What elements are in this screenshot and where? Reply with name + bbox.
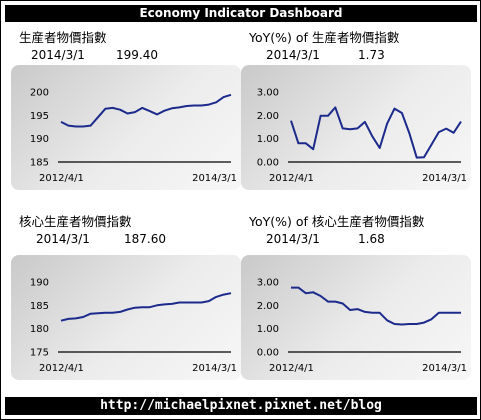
panel-core-ppi-yoy: YoY(%) of 核心生産者物價指數 2014/3/1 1.68 [249,211,479,381]
series-line [291,286,461,326]
panel-value: 1.68 [358,232,385,246]
chart-ppi-yoy-svg: 0.00 1.00 2.00 3.00 2012/4/1 2014/3/1 [257,88,467,185]
y-tick-label: 195 [30,111,49,122]
panel-title: YoY(%) of 生産者物價指數 [249,30,400,45]
y-tick-label: 1.00 [257,324,279,335]
panel-title: YoY(%) of 核心生産者物價指數 [249,214,425,229]
chart-core-ppi-yoy-svg: 0.00 1.00 2.00 3.00 2012/4/1 2014/3/1 [257,278,467,375]
dashboard-title: Economy Indicator Dashboard [5,5,477,22]
chart-ppi: 185 190 195 200 2012/4/1 2014/3/1 [11,65,241,190]
panel-date: 2014/3/1 [266,48,320,62]
panel-title: 核心生産者物價指數 [19,214,132,229]
panel-core-ppi: 核心生産者物價指數 2014/3/1 187.60 [19,211,249,381]
y-tick-label: 1.00 [257,134,279,145]
x-tick-label-start: 2012/4/1 [39,363,84,374]
y-tick-label: 190 [30,278,49,289]
panel-value: 187.60 [124,232,166,246]
panel-date: 2014/3/1 [266,232,320,246]
chart-core-ppi-svg: 175 180 185 190 2012/4/1 2014/3/1 [30,278,237,375]
series-line [60,93,232,128]
chart-ppi-yoy: 0.00 1.00 2.00 3.00 2012/4/1 2014/3/1 [241,65,471,190]
x-tick-label-end: 2014/3/1 [422,363,467,374]
y-tick-label: 185 [30,158,49,169]
panel-date: 2014/3/1 [36,232,90,246]
x-tick-label-start: 2012/4/1 [269,363,314,374]
y-tick-label: 0.00 [257,348,279,359]
series-line [60,292,232,322]
panel-value: 199.40 [116,48,158,62]
x-tick-label-end: 2014/3/1 [422,173,467,184]
panel-ppi: 生産者物價指數 2014/3/1 199.40 [19,27,249,197]
y-tick-label: 180 [30,324,49,335]
y-tick-label: 3.00 [257,278,279,289]
panel-date: 2014/3/1 [31,48,85,62]
panel-ppi-yoy: YoY(%) of 生産者物價指數 2014/3/1 1.73 [249,27,479,197]
y-tick-label: 2.00 [257,301,279,312]
x-tick-label-start: 2012/4/1 [39,173,84,184]
blog-url[interactable]: http://michaelpixnet.pixnet.net/blog [5,397,477,415]
y-tick-label: 2.00 [257,111,279,122]
y-tick-label: 190 [30,134,49,145]
x-tick-label-start: 2012/4/1 [269,173,314,184]
series-line [290,106,462,159]
y-tick-label: 175 [30,348,49,359]
chart-ppi-svg: 185 190 195 200 2012/4/1 2014/3/1 [30,88,237,185]
panel-value: 1.73 [358,48,385,62]
y-tick-label: 185 [30,301,49,312]
chart-core-ppi-yoy: 0.00 1.00 2.00 3.00 2012/4/1 2014/3/1 [241,255,471,380]
panel-title: 生産者物價指數 [19,30,107,45]
chart-core-ppi: 175 180 185 190 2012/4/1 2014/3/1 [11,255,241,380]
y-tick-label: 0.00 [257,158,279,169]
x-tick-label-end: 2014/3/1 [192,363,237,374]
y-tick-label: 3.00 [257,88,279,99]
y-tick-label: 200 [30,88,49,99]
x-tick-label-end: 2014/3/1 [192,173,237,184]
